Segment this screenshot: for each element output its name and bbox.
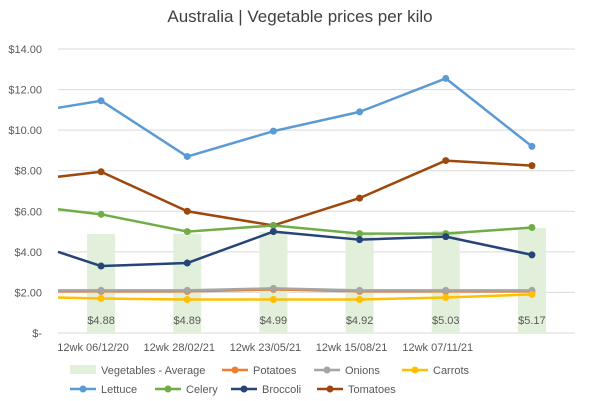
chart-title: Australia | Vegetable prices per kilo [167,7,432,26]
data-point-broccoli [528,251,536,259]
legend-item-celery[interactable]: Celery [155,384,218,396]
legend-item-vegetables-average[interactable]: Vegetables - Average [70,365,205,377]
y-tick-label: $- [32,328,42,340]
average-bar [87,234,116,333]
legend-label: Potatoes [253,365,297,377]
data-point-onions [356,286,364,294]
legend-swatch-marker [323,366,331,374]
data-point-carrots [528,290,536,298]
bar-data-label: $4.99 [260,315,288,327]
legend-item-potatoes[interactable]: Potatoes [222,365,297,377]
data-point-carrots [356,296,364,304]
legend-item-onions[interactable]: Onions [314,365,380,377]
data-point-onions [97,286,105,294]
legend-item-lettuce[interactable]: Lettuce [70,384,137,396]
bar-data-labels: $4.88 $4.89 $4.99 $4.92 $5.03 $5.17 [87,315,545,327]
legend-swatch [70,365,96,374]
data-point-broccoli [356,236,364,244]
x-tick-label: 12wk 28/02/21 [143,342,215,354]
data-point-broccoli [269,228,277,236]
series-line-carrots [57,293,532,301]
average-bar [345,233,374,333]
series-lines [57,77,533,301]
data-point-tomatoes [97,168,105,176]
data-point-lettuce [442,74,450,82]
data-point-lettuce [528,142,536,150]
series-line-celery [57,208,533,235]
y-tick-label: $8.00 [14,166,42,178]
data-point-tomatoes [183,207,191,215]
y-tick-label: $10.00 [8,125,42,137]
data-point-lettuce [97,97,105,105]
x-axis-ticks: 12wk 06/12/20 12wk 28/02/21 12wk 23/05/21 1… [57,342,473,354]
data-point-onions [183,286,191,294]
data-point-tomatoes [356,194,364,202]
legend-label: Tomatoes [348,384,396,396]
series-points [97,74,536,304]
x-tick-label: 12wk 23/05/21 [230,342,302,354]
y-tick-label: $2.00 [14,287,42,299]
x-tick-label: 12wk 06/12/20 [57,342,129,354]
series-line-broccoli [57,230,533,268]
legend-swatch-marker [231,366,239,374]
y-tick-label: $14.00 [8,44,42,56]
bar-data-label: $5.17 [518,315,546,327]
data-point-celery [528,224,536,232]
legend-item-broccoli[interactable]: Broccoli [231,384,301,396]
data-point-carrots [269,296,277,304]
bar-data-label: $4.89 [173,315,201,327]
series-line-onions [58,287,532,292]
legend-swatch-marker [164,385,172,393]
data-point-tomatoes [528,162,536,170]
legend-label: Onions [345,365,380,377]
average-bars [87,228,546,333]
data-point-carrots [183,296,191,304]
average-bar [173,233,202,333]
data-point-lettuce [183,153,191,161]
legend-swatch-marker [411,366,419,374]
y-tick-label: $12.00 [8,85,42,97]
data-point-tomatoes [442,157,450,165]
average-bar [517,228,546,333]
data-point-carrots [97,295,105,303]
data-point-carrots [442,294,450,301]
legend[interactable]: Vegetables - Average Potatoes Onions Carrot… [70,365,470,396]
data-point-lettuce [269,127,277,135]
x-tick-label: 12wk 07/11/21 [402,342,473,354]
legend-label: Broccoli [262,384,301,396]
data-point-broccoli [442,233,450,241]
data-point-broccoli [97,262,105,270]
legend-item-carrots[interactable]: Carrots [402,365,470,377]
legend-swatch-marker [326,385,334,393]
average-bar [431,230,460,333]
legend-label: Lettuce [101,384,137,396]
data-point-celery [356,230,364,238]
data-point-celery [97,210,105,218]
x-tick-label: 12wk 15/08/21 [316,342,388,354]
legend-swatch-marker [240,385,248,393]
data-point-onions [442,286,450,294]
data-point-onions [269,284,277,292]
legend-label: Vegetables - Average [101,365,205,377]
series-line-lettuce [57,77,533,158]
data-point-lettuce [356,108,364,116]
data-point-celery [269,221,277,229]
legend-label: Celery [186,384,218,396]
y-axis-ticks: $- $2.00 $4.00 $6.00 $8.00 $10.00 $12.00 $14.00 [8,44,42,340]
bar-data-label: $4.92 [346,315,374,327]
data-point-celery [183,228,191,236]
legend-label: Carrots [433,365,470,377]
average-bar [259,231,288,333]
bar-data-label: $4.88 [87,315,115,327]
y-tick-label: $4.00 [14,247,42,259]
bar-data-label: $5.03 [432,315,460,327]
legend-item-tomatoes[interactable]: Tomatoes [317,384,396,396]
data-point-broccoli [183,259,191,267]
y-tick-label: $6.00 [14,206,42,218]
legend-swatch-marker [79,385,87,393]
